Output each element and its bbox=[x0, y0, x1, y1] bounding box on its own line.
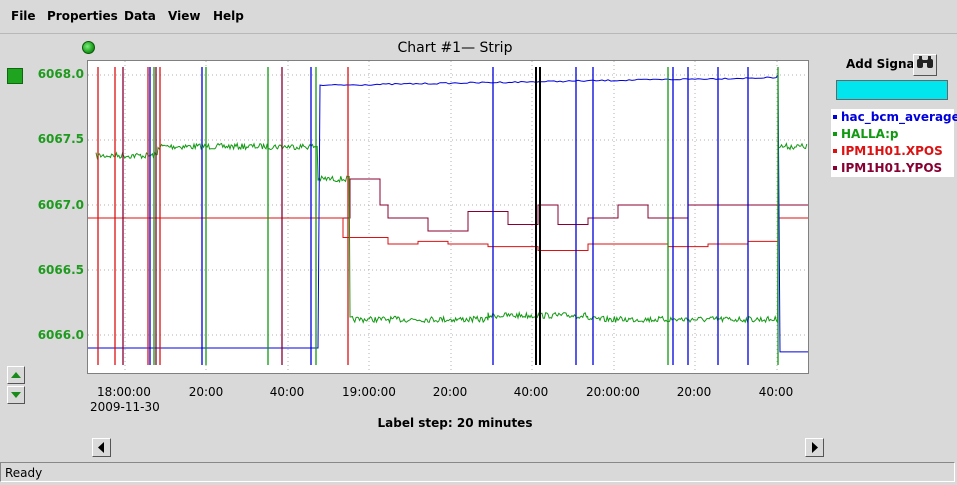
menu-bar: File Properties Data View Help bbox=[0, 0, 957, 34]
series-marker-icon bbox=[833, 148, 837, 153]
x-tick-label: 40:00 bbox=[269, 385, 305, 399]
series-line-hac-bcm-average bbox=[88, 73, 808, 353]
x-tick-label: 20:00 bbox=[188, 385, 224, 399]
series-line-ipm1h01-xpos bbox=[88, 217, 808, 251]
add-signal-label: Add Signal bbox=[846, 57, 919, 71]
signal-item-hac-bcm-average[interactable]: hac_bcm_average bbox=[831, 109, 957, 126]
binoculars-glyph bbox=[917, 56, 933, 68]
x-tick-label: 18:00:00 bbox=[97, 385, 151, 399]
menu-data[interactable]: Data bbox=[124, 9, 156, 23]
y-axis-color-swatch[interactable] bbox=[7, 68, 23, 84]
label-step: Label step: 20 minutes bbox=[377, 416, 533, 430]
y-tick-label: 6067.5 bbox=[37, 132, 84, 146]
y-tick-label: 6066.5 bbox=[37, 263, 84, 277]
x-tick-label: 40:00 bbox=[513, 385, 549, 399]
series-marker-icon bbox=[833, 131, 837, 136]
y-tick-label: 6066.0 bbox=[37, 328, 84, 342]
triangle-left-icon bbox=[98, 442, 104, 453]
signal-item-halla-p[interactable]: HALLA:p bbox=[831, 126, 954, 143]
series-marker-icon bbox=[833, 165, 837, 170]
x-tick-label: 40:00 bbox=[758, 385, 794, 399]
triangle-right-icon bbox=[812, 442, 818, 453]
plot-area[interactable] bbox=[87, 60, 809, 374]
grid-lines bbox=[88, 61, 808, 373]
strip-chart-svg bbox=[88, 61, 808, 373]
y-scroll-up-button[interactable] bbox=[7, 366, 25, 384]
signal-label: HALLA:p bbox=[841, 127, 899, 141]
signal-label: hac_bcm_average bbox=[841, 110, 957, 124]
y-scroll-down-button[interactable] bbox=[7, 386, 25, 404]
signal-label: IPM1H01.YPOS bbox=[841, 161, 943, 175]
scroll-right-button[interactable] bbox=[805, 438, 824, 457]
series-marker-icon bbox=[833, 114, 837, 119]
y-tick-label: 6068.0 bbox=[37, 67, 84, 81]
status-bar: Ready bbox=[0, 462, 955, 482]
x-tick-label: 20:00 bbox=[432, 385, 468, 399]
menu-file[interactable]: File bbox=[11, 9, 36, 23]
signal-name-input[interactable] bbox=[836, 80, 948, 100]
y-tick-label: 6067.0 bbox=[37, 198, 84, 212]
binoculars-icon[interactable] bbox=[913, 54, 937, 76]
menu-help[interactable]: Help bbox=[213, 9, 244, 23]
status-indicator-icon[interactable] bbox=[82, 41, 95, 54]
x-date-label: 2009-11-30 bbox=[90, 400, 160, 414]
series-line-ipm1h01-ypos bbox=[88, 178, 808, 232]
scroll-left-button[interactable] bbox=[92, 438, 111, 457]
signal-label: IPM1H01.XPOS bbox=[841, 144, 943, 158]
signal-item-ipm1h01-ypos[interactable]: IPM1H01.YPOS bbox=[831, 160, 954, 177]
x-tick-label: 19:00:00 bbox=[342, 385, 396, 399]
x-tick-label: 20:00 bbox=[676, 385, 712, 399]
triangle-up-icon bbox=[11, 372, 21, 378]
x-tick-label: 20:00:00 bbox=[586, 385, 640, 399]
chart-title: Chart #1— Strip bbox=[397, 40, 513, 56]
signal-list: hac_bcm_average HALLA:p IPM1H01.XPOS IPM… bbox=[831, 109, 957, 177]
triangle-down-icon bbox=[11, 392, 21, 398]
menu-properties[interactable]: Properties bbox=[47, 9, 118, 23]
menu-view[interactable]: View bbox=[168, 9, 201, 23]
signal-item-ipm1h01-xpos[interactable]: IPM1H01.XPOS bbox=[831, 143, 954, 160]
